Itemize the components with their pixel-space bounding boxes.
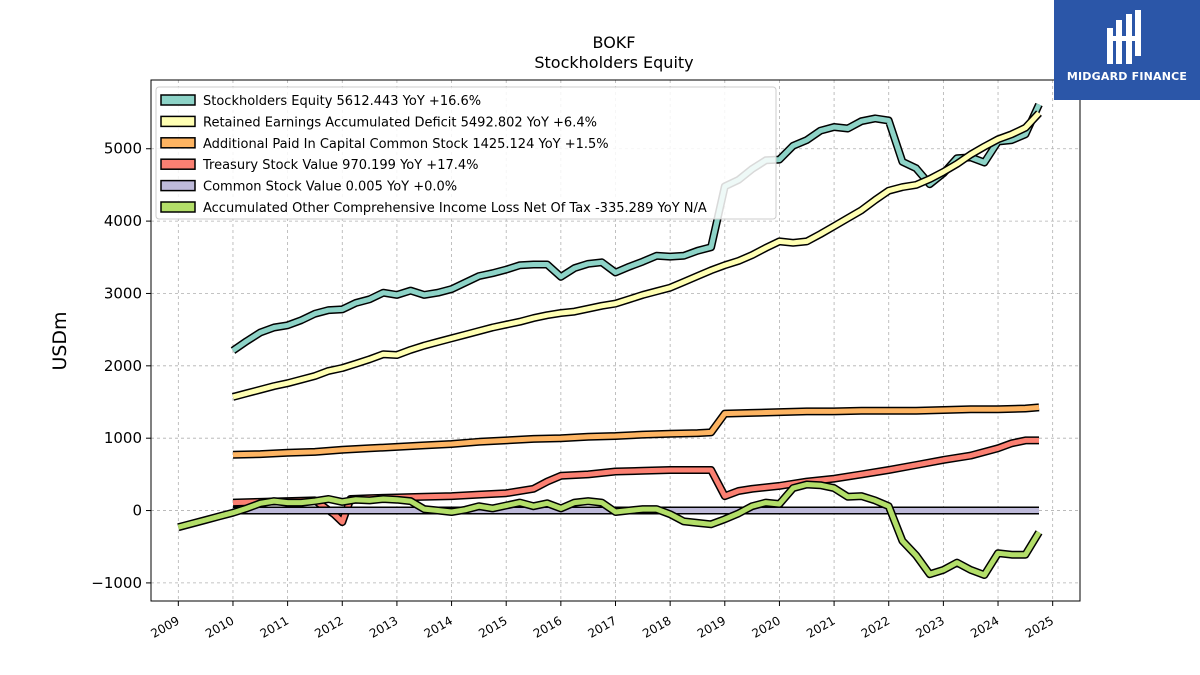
- y-tick-label: 2000: [104, 357, 142, 375]
- x-tick-label: 2017: [586, 613, 619, 640]
- legend-swatch: [160, 137, 196, 149]
- chart-subtitle: Stockholders Equity: [534, 53, 693, 72]
- legend-label: Retained Earnings Accumulated Deficit 54…: [203, 115, 597, 130]
- series-2: [232, 403, 1040, 459]
- x-tick-label: 2009: [148, 613, 181, 640]
- y-tick-label: 5000: [104, 140, 142, 158]
- legend-box: [155, 86, 777, 220]
- brand-name: MIDGARD FINANCE: [1066, 70, 1188, 83]
- legend-swatch: [160, 201, 196, 213]
- x-tick-label: 2020: [749, 613, 782, 640]
- y-tick-label: 3000: [104, 284, 142, 302]
- series-line: [232, 404, 1040, 458]
- x-tick-label: 2011: [258, 613, 291, 640]
- x-tick-label: 2023: [913, 613, 946, 640]
- legend-label: Additional Paid In Capital Common Stock …: [203, 137, 609, 152]
- x-tick-label: 2021: [804, 613, 837, 640]
- legend-swatch: [160, 94, 196, 106]
- x-tick-label: 2010: [203, 613, 236, 640]
- y-axis-label: USDm: [49, 311, 71, 370]
- legend-swatch: [160, 179, 196, 192]
- chart-title: BOKF: [593, 33, 636, 52]
- x-tick-label: 2022: [859, 613, 892, 640]
- legend-label: Common Stock Value 0.005 YoY +0.0%: [203, 180, 457, 195]
- x-tick-label: 2019: [695, 613, 728, 640]
- series-line: [231, 103, 1042, 353]
- series-5: [177, 480, 1043, 579]
- x-tick-label: 2015: [476, 613, 509, 640]
- midgard-logo-icon: [1107, 10, 1141, 64]
- legend-label: Treasury Stock Value 970.199 YoY +17.4%: [202, 158, 479, 173]
- series-line-outline: [177, 480, 1043, 579]
- x-tick-label: 2013: [367, 613, 400, 640]
- series-1: [231, 110, 1042, 401]
- y-tick-label: −1000: [91, 574, 142, 592]
- series-layer: [177, 102, 1043, 579]
- legend-label: Accumulated Other Comprehensive Income L…: [203, 201, 707, 216]
- brand-logo: MIDGARD FINANCE: [1054, 0, 1200, 100]
- x-tick-label: 2024: [968, 613, 1001, 640]
- legend-swatch: [160, 158, 196, 170]
- y-tick-label: 1000: [104, 429, 142, 447]
- x-tick-label: 2014: [422, 613, 455, 640]
- legend: Stockholders Equity 5612.443 YoY +16.6% R…: [155, 86, 777, 220]
- legend-label: Stockholders Equity 5612.443 YoY +16.6%: [203, 94, 481, 109]
- legend-swatch: [160, 115, 196, 128]
- x-tick-label: 2018: [640, 613, 673, 640]
- y-tick-label: 0: [132, 502, 142, 520]
- x-tick-label: 2012: [312, 613, 345, 640]
- x-tick-label: 2025: [1023, 613, 1056, 640]
- series-0: [230, 102, 1043, 354]
- series-line: [232, 111, 1041, 400]
- x-tick-label: 2016: [531, 613, 564, 640]
- series-line: [177, 482, 1042, 578]
- y-tick-label: 4000: [104, 212, 142, 230]
